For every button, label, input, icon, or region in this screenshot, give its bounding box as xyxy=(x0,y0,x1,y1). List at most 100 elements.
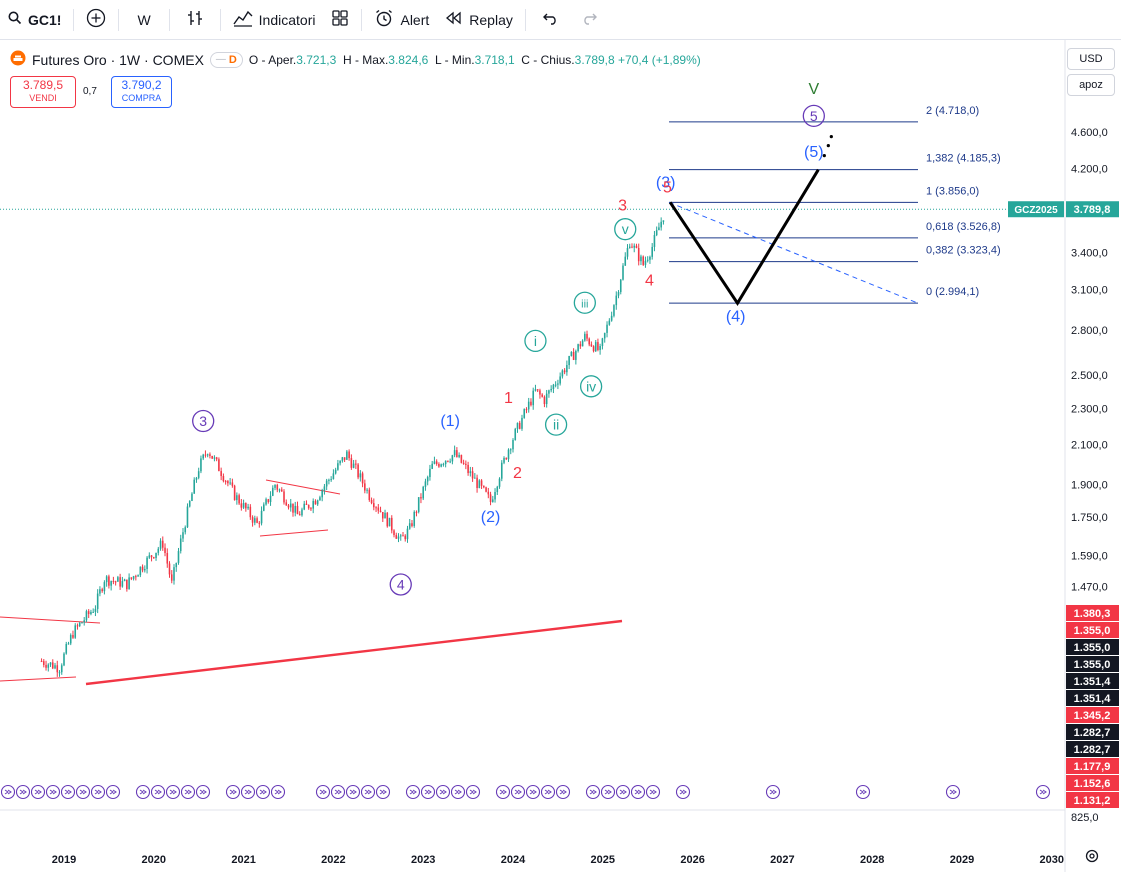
price-bar-body xyxy=(153,557,155,559)
price-bar-body xyxy=(157,548,160,553)
undo-button[interactable] xyxy=(530,0,572,40)
wave-label-circle xyxy=(192,409,215,433)
price-bar-body xyxy=(161,540,164,548)
time-axis[interactable]: 2019 2020 2021 2022 2023 2024 2025 2026 2027 2028… xyxy=(52,854,1064,866)
price-bar-body xyxy=(60,665,63,673)
event-marker-arrow xyxy=(469,789,477,795)
fib-level-label: 0,618 (3.526,8) xyxy=(926,221,1001,233)
price-bar-body xyxy=(447,460,449,462)
price-bar-body xyxy=(516,422,519,429)
fib-level-label: 0,382 (3.323,4) xyxy=(926,245,1001,257)
dot-icon: — xyxy=(215,54,226,65)
price-bar-body xyxy=(503,457,505,463)
price-bar-body xyxy=(121,581,124,587)
price-bar-body xyxy=(260,510,263,524)
interval-button[interactable]: W xyxy=(123,0,164,40)
price-bar-body xyxy=(323,486,326,491)
settings-gear-icon[interactable] xyxy=(1085,849,1099,866)
price-bar-body xyxy=(168,563,171,575)
wave-label: v xyxy=(622,221,629,237)
price-bar-body xyxy=(179,538,182,552)
open-value: 3.721,3 xyxy=(296,52,337,67)
event-marker-arrow xyxy=(139,789,147,795)
time-axis-tick: 2026 xyxy=(680,854,704,866)
price-bar-body xyxy=(108,576,110,586)
fibonacci-extension[interactable]: 2 (4.718,0) 1,382 (4.185,3) 1 (3.856,0) 0,6… xyxy=(668,105,1001,304)
price-bar-body xyxy=(292,503,294,513)
triangle-upper xyxy=(265,479,341,495)
price-bar-body xyxy=(186,506,189,528)
price-bar-body xyxy=(45,664,47,668)
price-bar-body xyxy=(489,494,492,502)
long-trend-line xyxy=(85,619,623,686)
price-tag xyxy=(1066,622,1119,638)
price-bar-body xyxy=(40,661,43,663)
price-bar-body xyxy=(523,409,526,418)
currency-select[interactable]: USD xyxy=(1067,48,1115,70)
price-bar-body xyxy=(283,491,285,503)
price-bar-body xyxy=(229,482,231,484)
price-bar-body xyxy=(51,662,54,669)
price-axis-tick: 825,0 xyxy=(1071,812,1099,824)
price-bar-body xyxy=(164,547,166,553)
last-price-tag-label: 3.789,8 xyxy=(1074,204,1111,216)
bar-chart-icon xyxy=(186,9,204,30)
price-chart[interactable]: 2 (4.718,0) 1,382 (4.185,3) 1 (3.856,0) 0,6… xyxy=(0,40,1121,872)
redo-button[interactable] xyxy=(572,0,606,40)
symbol-search[interactable]: GC1! xyxy=(0,0,69,40)
price-bar-body xyxy=(105,576,108,583)
indicators-button[interactable]: Indicatori xyxy=(225,0,324,40)
price-bar-body xyxy=(81,622,83,624)
compare-button[interactable] xyxy=(78,0,114,40)
price-bar-body xyxy=(500,462,503,479)
buy-button[interactable]: 3.790,2 COMPRA xyxy=(111,76,172,108)
price-tag xyxy=(1066,741,1119,757)
currency-label: USD xyxy=(1079,53,1103,65)
price-tag-label: 1.351,4 xyxy=(1074,676,1112,688)
price-bar-body xyxy=(67,643,70,645)
wave-label: V xyxy=(808,81,819,98)
price-bar-body xyxy=(337,463,339,470)
price-bar-body xyxy=(597,342,599,350)
price-bar-body xyxy=(65,644,68,654)
price-bar-body xyxy=(296,505,299,515)
event-marker-arrow xyxy=(1039,789,1047,795)
layouts-button[interactable] xyxy=(323,0,357,40)
price-bar-body xyxy=(263,504,265,511)
price-bar-body xyxy=(642,256,645,265)
price-bar-body xyxy=(242,503,245,508)
alert-button[interactable]: Alert xyxy=(366,0,437,40)
price-bar-body xyxy=(451,455,454,462)
price-bar-body xyxy=(47,664,50,668)
price-axis[interactable]: 4.600,0 4.200,0 3.400,0 3.100,0 2.800,0 2.500… xyxy=(1071,127,1108,824)
scale-mode-select[interactable]: apoz xyxy=(1067,74,1115,96)
event-marker-arrow xyxy=(34,789,42,795)
chart-type-button[interactable] xyxy=(174,0,216,40)
price-axis-tick: 2.800,0 xyxy=(1071,325,1108,337)
time-axis-tick: 2024 xyxy=(501,854,526,866)
price-bar-body xyxy=(325,480,328,487)
time-axis-tick: 2022 xyxy=(321,854,345,866)
event-marker-arrow xyxy=(529,789,537,795)
price-bar-body xyxy=(658,227,660,231)
session-badge[interactable]: — D xyxy=(209,51,243,68)
sell-button[interactable]: 3.789,5 VENDI xyxy=(10,76,76,108)
price-bar-body xyxy=(462,462,465,464)
price-bar-body xyxy=(404,535,407,540)
price-bar-body xyxy=(471,471,474,479)
price-bar-body xyxy=(388,517,391,527)
price-bar-body xyxy=(474,477,476,479)
wave-label: (2) xyxy=(481,509,501,526)
wave-label: (5) xyxy=(804,144,824,161)
price-bar-body xyxy=(442,464,445,466)
price-bar-body xyxy=(390,517,393,531)
price-bar-body xyxy=(303,503,306,510)
legend-title: Futures Oro · 1W · COMEX xyxy=(32,51,204,68)
fib-level-label: 2 (4.718,0) xyxy=(926,105,979,117)
replay-button[interactable]: Replay xyxy=(437,0,521,40)
price-bar-body xyxy=(660,221,662,228)
ticker-tag-label: GCZ2025 xyxy=(1014,205,1058,216)
price-axis-tick: 1.590,0 xyxy=(1071,550,1108,562)
price-bar-body xyxy=(99,589,101,594)
